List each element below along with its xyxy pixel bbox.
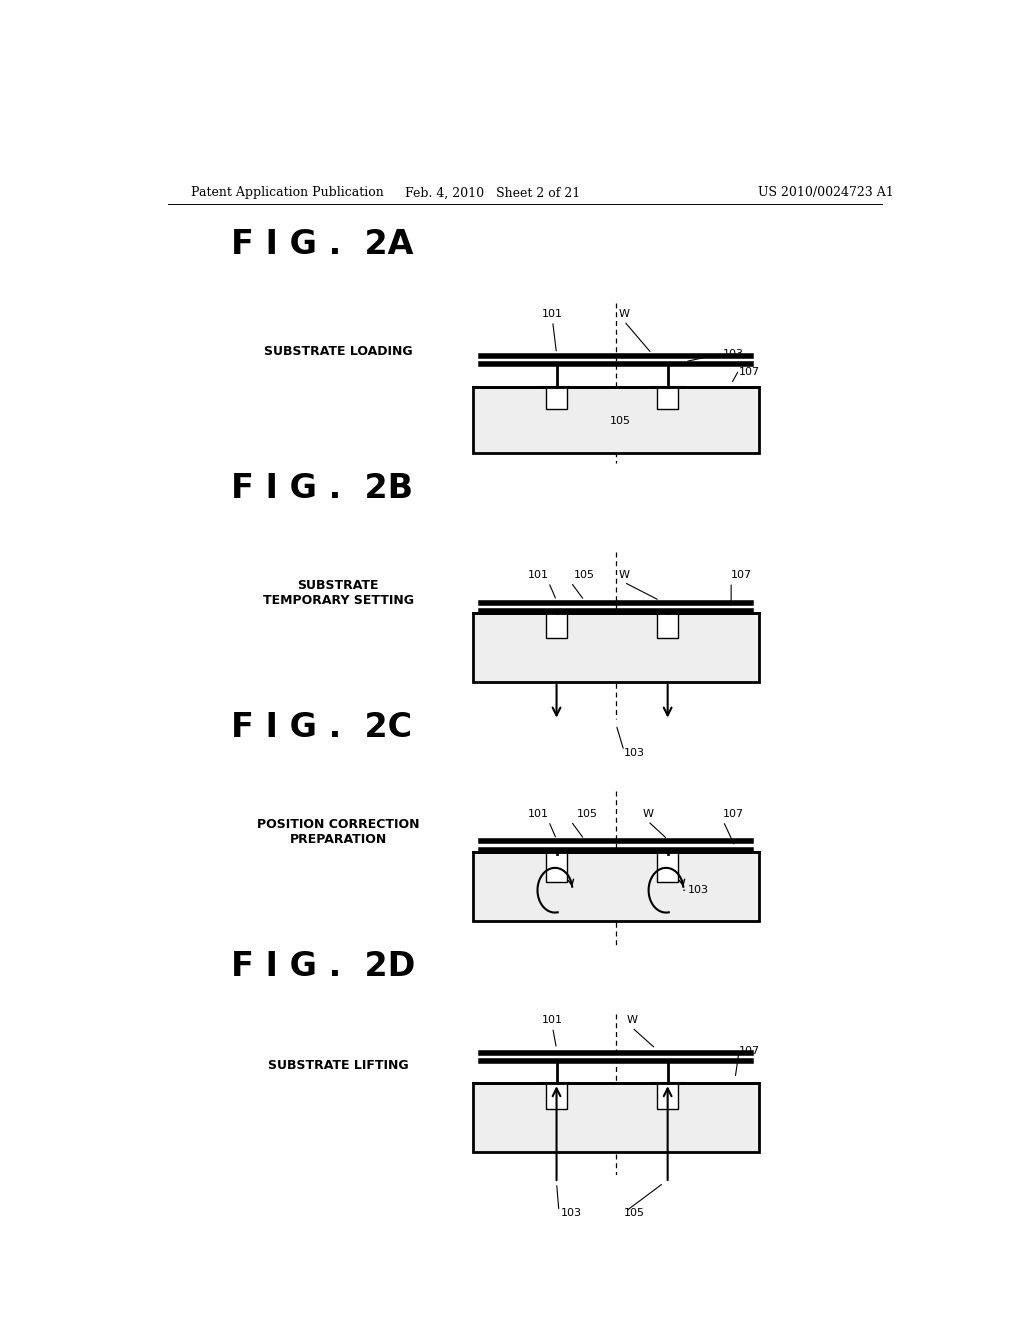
Text: 101: 101	[542, 1015, 563, 1026]
Text: F I G .  2D: F I G . 2D	[231, 950, 416, 983]
Text: SUBSTRATE
TEMPORARY SETTING: SUBSTRATE TEMPORARY SETTING	[263, 579, 414, 607]
Text: F I G .  2B: F I G . 2B	[231, 473, 414, 506]
Text: W: W	[618, 309, 630, 319]
Bar	[657, 387, 678, 409]
Text: 107: 107	[723, 809, 744, 818]
Text: SUBSTRATE LIFTING: SUBSTRATE LIFTING	[268, 1059, 409, 1072]
Bar	[657, 851, 678, 882]
Text: 107: 107	[731, 570, 753, 581]
Text: 105: 105	[609, 416, 631, 425]
Text: 103: 103	[723, 348, 744, 359]
Bar	[546, 612, 567, 638]
Bar	[473, 1084, 759, 1152]
Text: 107: 107	[739, 1045, 760, 1056]
Bar	[473, 387, 759, 453]
Text: Feb. 4, 2010   Sheet 2 of 21: Feb. 4, 2010 Sheet 2 of 21	[406, 186, 581, 199]
Text: 105: 105	[574, 570, 595, 581]
Text: US 2010/0024723 A1: US 2010/0024723 A1	[759, 186, 894, 199]
Text: 105: 105	[577, 809, 597, 818]
Text: W: W	[618, 570, 630, 581]
Text: 107: 107	[739, 367, 760, 376]
Bar	[473, 851, 759, 921]
Text: Patent Application Publication: Patent Application Publication	[191, 186, 384, 199]
Text: F I G .  2A: F I G . 2A	[231, 228, 414, 261]
Text: F I G .  2C: F I G . 2C	[231, 711, 413, 744]
Bar	[657, 1084, 678, 1109]
Text: W: W	[642, 809, 653, 818]
Text: 103: 103	[687, 886, 709, 895]
Bar	[546, 387, 567, 409]
Bar	[473, 612, 759, 682]
Text: 101: 101	[527, 570, 549, 581]
Bar	[657, 612, 678, 638]
Text: 103: 103	[560, 1208, 582, 1218]
Text: 103: 103	[624, 748, 645, 758]
Text: W: W	[627, 1015, 637, 1026]
Text: SUBSTRATE LOADING: SUBSTRATE LOADING	[264, 345, 413, 358]
Text: POSITION CORRECTION
PREPARATION: POSITION CORRECTION PREPARATION	[257, 818, 420, 846]
Bar	[546, 851, 567, 882]
Text: 101: 101	[542, 309, 563, 319]
Text: 105: 105	[624, 1208, 645, 1218]
Bar	[546, 1084, 567, 1109]
Text: 101: 101	[527, 809, 549, 818]
